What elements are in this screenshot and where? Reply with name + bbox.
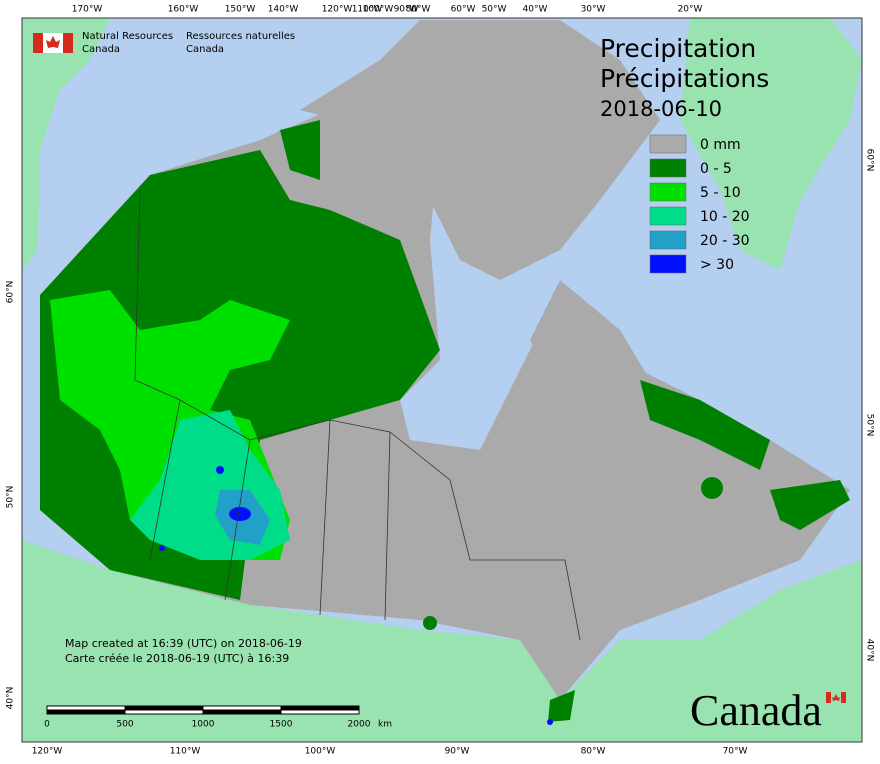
agency-en: Canada bbox=[82, 44, 120, 55]
legend-swatch bbox=[649, 134, 687, 154]
legend-label: 0 mm bbox=[700, 137, 741, 153]
graticule-label: 60°N bbox=[6, 281, 16, 304]
graticule-label: 50°W bbox=[482, 5, 507, 15]
title-date: 2018-06-10 bbox=[600, 97, 722, 121]
graticule-label: 50°N bbox=[865, 414, 875, 437]
graticule-label: 150°W bbox=[225, 5, 256, 15]
title-fr: Précipitations bbox=[600, 64, 769, 93]
graticule-label: 120°W bbox=[32, 747, 63, 757]
legend-swatch bbox=[649, 230, 687, 250]
scale-label: 0 bbox=[44, 720, 50, 730]
graticule-label: 60°W bbox=[451, 5, 476, 15]
graticule-label: 160°W bbox=[168, 5, 199, 15]
title-en: Precipitation bbox=[600, 34, 756, 63]
scale-label: 2000 bbox=[348, 720, 371, 730]
scale-unit: km bbox=[378, 720, 392, 730]
graticule-label: 40°W bbox=[523, 5, 548, 15]
scale-label: 1500 bbox=[270, 720, 293, 730]
graticule-label: 90°W bbox=[394, 5, 419, 15]
graticule-label: 100°W bbox=[305, 747, 336, 757]
legend-swatch bbox=[649, 254, 687, 274]
legend-swatch bbox=[649, 158, 687, 178]
scale-bar bbox=[46, 705, 360, 715]
scale-label: 500 bbox=[116, 720, 133, 730]
graticule-label: 120°W bbox=[322, 5, 353, 15]
agency-fr: Ressources naturelles bbox=[186, 31, 295, 42]
wordmark: Canada bbox=[690, 686, 822, 735]
graticule-label: 110°W bbox=[352, 5, 383, 15]
legend-label: 20 - 30 bbox=[700, 233, 750, 249]
provincial-borders bbox=[134, 189, 581, 641]
graticule-label: 90°W bbox=[445, 747, 470, 757]
agency-en: Natural Resources bbox=[82, 31, 173, 42]
precip-over-30 bbox=[159, 466, 553, 725]
graticule-label: 80°W bbox=[406, 5, 431, 15]
graticule-label: 170°W bbox=[72, 5, 103, 15]
graticule-label: 110°W bbox=[170, 747, 201, 757]
flag bbox=[33, 33, 73, 53]
graticule-label: 40°N bbox=[6, 687, 16, 710]
legend-label: 5 - 10 bbox=[700, 185, 741, 201]
graticule-label: 100°W bbox=[363, 5, 394, 15]
legend-swatch bbox=[649, 182, 687, 202]
wordmark-flag bbox=[826, 692, 846, 703]
note: Map created at 16:39 (UTC) on 2018-06-19 bbox=[65, 637, 302, 650]
scale-label: 1000 bbox=[192, 720, 215, 730]
land-foreign bbox=[22, 18, 862, 742]
legend-swatch bbox=[649, 206, 687, 226]
legend-label: > 30 bbox=[700, 257, 734, 273]
note: Carte créée le 2018-06-19 (UTC) à 16:39 bbox=[65, 652, 289, 665]
graticule-label: 70°W bbox=[723, 747, 748, 757]
legend-label: 10 - 20 bbox=[700, 209, 750, 225]
graticule-label: 40°N bbox=[865, 639, 875, 662]
graticule-label: 50°N bbox=[6, 486, 16, 509]
map-border bbox=[21, 17, 863, 743]
graticule-label: 30°W bbox=[581, 5, 606, 15]
legend-label: 0 - 5 bbox=[700, 161, 732, 177]
graticule-label: 20°W bbox=[678, 5, 703, 15]
agency-fr: Canada bbox=[186, 44, 224, 55]
graticule-label: 60°N bbox=[865, 149, 875, 172]
graticule-label: 140°W bbox=[268, 5, 299, 15]
graticule-label: 80°W bbox=[581, 747, 606, 757]
